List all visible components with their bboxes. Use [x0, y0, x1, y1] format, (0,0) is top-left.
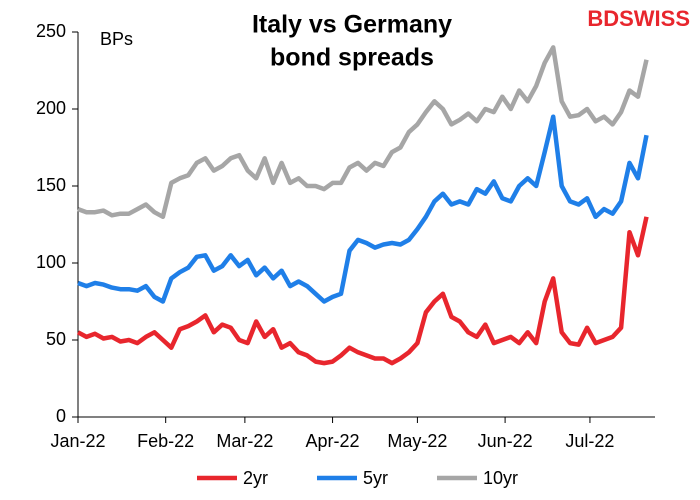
legend-label: 5yr — [363, 468, 388, 488]
legend-label: 2yr — [243, 468, 268, 488]
y-tick-label: 250 — [36, 21, 66, 41]
x-tick-label: Jan-22 — [50, 431, 105, 451]
legend-label: 10yr — [483, 468, 518, 488]
brand-logo: BDSWISS — [587, 6, 690, 31]
series-line — [77, 114, 649, 304]
series-line — [76, 216, 649, 366]
y-axis-label: BPs — [100, 29, 133, 49]
x-tick-label: Mar-22 — [216, 431, 273, 451]
x-tick-label: May-22 — [387, 431, 447, 451]
x-tick-label: Feb-22 — [137, 431, 194, 451]
series-line — [77, 45, 649, 220]
y-tick-label: 200 — [36, 98, 66, 118]
x-tick-label: Jun-22 — [478, 431, 533, 451]
y-tick-label: 0 — [56, 406, 66, 426]
chart-title: Italy vs Germany — [252, 11, 452, 39]
chart-title: bond spreads — [270, 44, 434, 72]
x-tick-label: Jul-22 — [565, 431, 614, 451]
y-tick-label: 50 — [46, 329, 66, 349]
y-tick-label: 150 — [36, 175, 66, 195]
x-tick-label: Apr-22 — [306, 431, 360, 451]
y-tick-label: 100 — [36, 252, 66, 272]
